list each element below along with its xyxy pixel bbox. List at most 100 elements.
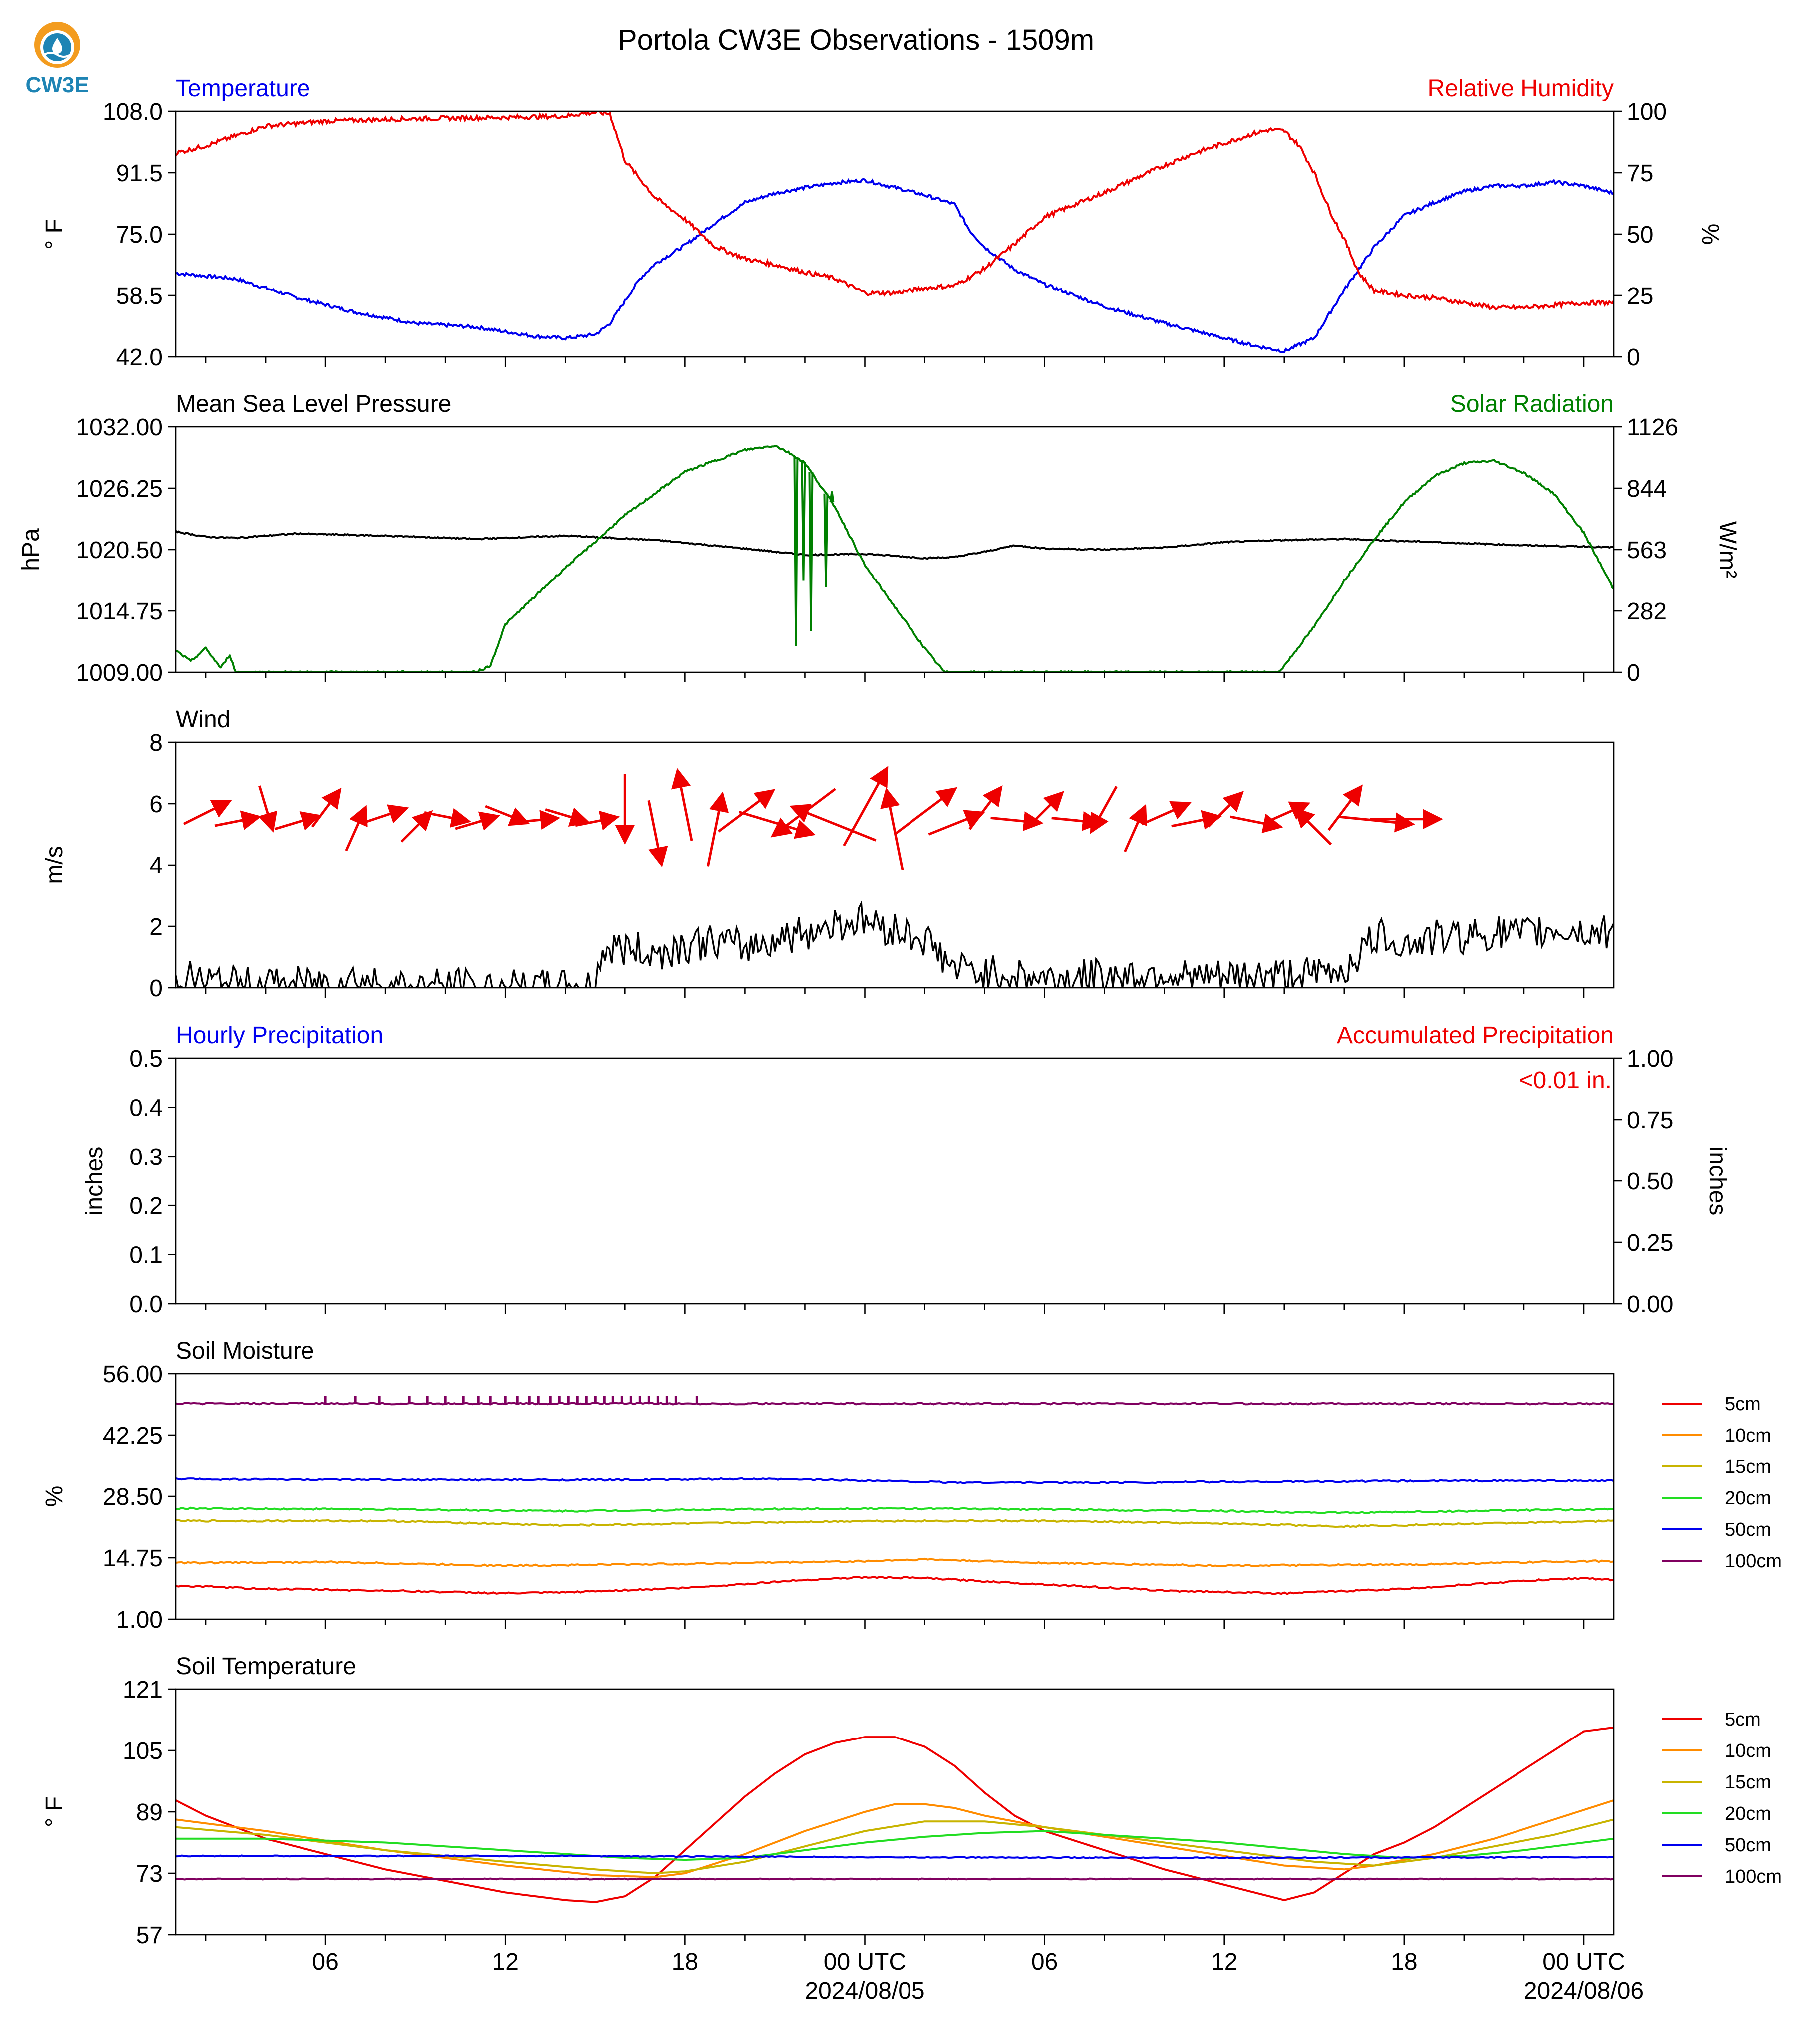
solar-dip xyxy=(801,462,806,581)
solar-dip xyxy=(793,457,799,646)
y-right-axis-label: W/m² xyxy=(1714,521,1741,579)
panel-frame xyxy=(175,426,1615,673)
series-10cm xyxy=(176,1557,1614,1568)
series-20cm xyxy=(176,1506,1614,1514)
wind-arrow xyxy=(214,810,262,830)
x-date-label: 2024/08/06 xyxy=(1524,1978,1644,2004)
series-wind-speed xyxy=(176,900,1614,988)
y-axis-label: m/s xyxy=(41,846,68,884)
y-tick-label: 42.0 xyxy=(116,344,163,371)
wind-arrow xyxy=(515,810,561,830)
wind-arrow xyxy=(718,789,776,833)
legend-label: 20cm xyxy=(1725,1803,1771,1824)
solar-dip xyxy=(829,491,835,503)
panel-title-left: Hourly Precipitation xyxy=(176,1022,383,1049)
series-solar-radiation xyxy=(176,445,1614,672)
logo-text: CW3E xyxy=(25,73,89,97)
wind-arrow xyxy=(1327,784,1363,831)
wind-arrow xyxy=(968,785,1003,830)
y-tick-label: 4 xyxy=(149,853,163,879)
y-tick-label: 0.3 xyxy=(129,1144,163,1170)
wind-arrow xyxy=(400,810,433,843)
wind-arrow xyxy=(258,785,278,833)
y-tick-label: 121 xyxy=(123,1677,163,1703)
y-right-tick-label: 25 xyxy=(1627,283,1653,309)
panel-frame xyxy=(175,1057,1615,1305)
y-tick-label: 57 xyxy=(136,1922,163,1949)
wind-arrow xyxy=(843,766,889,847)
wind-arrow xyxy=(895,787,958,835)
series-pressure xyxy=(176,530,1614,560)
wind-arrow xyxy=(928,810,985,836)
panel-temp_rh: Temperature Relative Humidity 108.0 91.5 75.… xyxy=(41,75,1723,371)
x-tick-label: 12 xyxy=(492,1949,519,1975)
wind-arrow xyxy=(424,808,471,828)
panel-frame xyxy=(175,1688,1615,1936)
wind-arrow xyxy=(575,810,620,831)
x-tick-label: 00 UTC xyxy=(1542,1949,1625,1975)
wind-arrow xyxy=(880,787,904,870)
x-tick-label: 00 UTC xyxy=(824,1949,906,1975)
y-axis-label: ° F xyxy=(41,1796,68,1827)
y-tick-label: 0 xyxy=(149,975,163,1002)
wind-arrow xyxy=(789,804,877,842)
series-15cm xyxy=(176,1818,1614,1875)
wind-arrow xyxy=(1090,786,1118,834)
y-right-tick-label: 282 xyxy=(1627,598,1667,625)
legend-label: 5cm xyxy=(1725,1394,1761,1415)
wind-arrow xyxy=(1207,791,1244,828)
y-tick-label: 0.2 xyxy=(129,1193,163,1219)
y-tick-label: 6 xyxy=(149,791,163,818)
series-20cm xyxy=(176,1830,1614,1861)
legend-label: 50cm xyxy=(1725,1519,1771,1540)
y-tick-label: 89 xyxy=(136,1799,163,1826)
panel-soil_temperature: Soil Temperature 121 105 89 73 57 ° F 5cm 10cm 15… xyxy=(41,1653,1782,1949)
wind-arrow xyxy=(671,768,693,841)
y-tick-label: 1.00 xyxy=(116,1607,163,1633)
wind-arrow xyxy=(1294,807,1332,846)
panel-title-right: Relative Humidity xyxy=(1428,75,1614,102)
panel-title-left: Soil Moisture xyxy=(176,1338,314,1364)
figure-title: Portola CW3E Observations - 1509m xyxy=(618,24,1094,56)
y-right-tick-label: 0.00 xyxy=(1627,1291,1673,1318)
wind-arrow xyxy=(706,791,729,867)
y-right-tick-label: 1.00 xyxy=(1627,1046,1673,1072)
y-tick-label: 108.0 xyxy=(103,99,163,125)
plot-area xyxy=(176,111,1614,354)
panel-title-left: Temperature xyxy=(176,75,310,102)
y-right-tick-label: 50 xyxy=(1627,222,1653,248)
x-tick-label: 12 xyxy=(1211,1949,1237,1975)
y-tick-label: 56.00 xyxy=(103,1361,163,1388)
wind-arrow xyxy=(455,811,500,831)
y-tick-label: 28.50 xyxy=(103,1484,163,1510)
panel-title-left: Soil Temperature xyxy=(176,1653,356,1680)
y-tick-label: 1014.75 xyxy=(76,598,163,625)
y-axis-label: inches xyxy=(81,1147,108,1216)
y-tick-label: 42.25 xyxy=(103,1423,163,1449)
wind-arrow xyxy=(485,805,530,826)
legend-label: 100cm xyxy=(1725,1866,1782,1887)
y-tick-label: 75.0 xyxy=(116,222,163,248)
y-tick-label: 91.5 xyxy=(116,160,163,187)
legend-label: 15cm xyxy=(1725,1456,1771,1477)
plot-area xyxy=(176,900,1614,988)
series-5cm xyxy=(176,1726,1614,1903)
precip-total-annotation: <0.01 in. xyxy=(1519,1067,1612,1094)
wind-arrow xyxy=(1230,813,1283,833)
y-right-tick-label: 0.25 xyxy=(1627,1230,1673,1256)
y-tick-label: 58.5 xyxy=(116,283,163,309)
plot-area xyxy=(176,1726,1614,1903)
series-15cm xyxy=(176,1519,1614,1528)
legend-label: 100cm xyxy=(1725,1551,1782,1572)
y-tick-label: 0.1 xyxy=(129,1242,163,1269)
series-temperature xyxy=(176,178,1614,354)
panel-title-left: Mean Sea Level Pressure xyxy=(176,391,451,417)
series-50cm xyxy=(176,1477,1614,1484)
wind-arrow xyxy=(545,807,590,827)
y-tick-label: 73 xyxy=(136,1861,163,1887)
y-right-tick-label: 100 xyxy=(1627,99,1667,125)
y-right-tick-label: 1126 xyxy=(1627,414,1678,441)
plot-area xyxy=(176,1396,1614,1595)
x-tick-label: 06 xyxy=(1031,1949,1058,1975)
wind-arrow xyxy=(990,811,1044,831)
